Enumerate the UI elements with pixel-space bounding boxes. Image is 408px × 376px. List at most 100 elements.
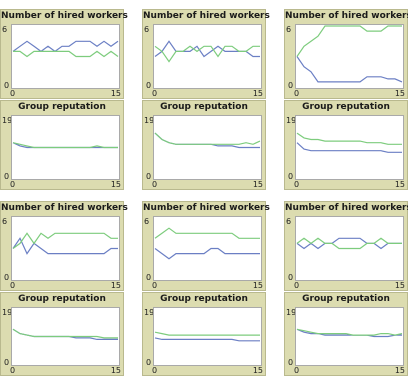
y-tick-label: 0	[146, 273, 152, 282]
plot-area	[153, 115, 262, 180]
plot-area	[295, 216, 404, 281]
plot-area	[153, 216, 262, 281]
line-plot	[154, 227, 260, 260]
series-line	[12, 328, 118, 339]
x-tick-label: 15	[252, 180, 263, 189]
series-line	[296, 142, 402, 153]
x-tick-label: 0	[10, 89, 16, 98]
y-tick-label: 0	[288, 358, 294, 367]
line-plot	[154, 40, 260, 63]
y-tick-label: 6	[2, 25, 8, 34]
y-tick-label: 0	[146, 172, 152, 181]
x-tick-label: 15	[110, 366, 121, 375]
x-tick-label: 15	[252, 281, 263, 290]
line-plot	[12, 328, 118, 340]
x-tick-label: 15	[110, 89, 121, 98]
x-tick-label: 15	[394, 89, 405, 98]
plot-area	[11, 24, 120, 89]
series-line	[12, 142, 118, 149]
series-line	[296, 237, 402, 250]
chart-title: Number of hired workers	[285, 11, 408, 21]
series-line	[154, 132, 261, 145]
line-plot	[12, 40, 119, 58]
plot-area	[11, 216, 120, 281]
line-plot	[154, 331, 260, 342]
series-line	[154, 40, 260, 58]
y-tick-label: 0	[4, 172, 10, 181]
series-line	[154, 45, 260, 63]
x-tick-label: 15	[110, 180, 121, 189]
chart-title: Group reputation	[160, 102, 248, 112]
x-tick-label: 15	[252, 366, 263, 375]
chart-title: Number of hired workers	[1, 11, 128, 21]
y-tick-label: 0	[288, 172, 294, 181]
chart-panel: Number of hired workers 6 0 0 15	[0, 9, 128, 99]
x-tick-label: 0	[294, 89, 300, 98]
y-tick-label: 0	[146, 81, 152, 90]
x-tick-label: 15	[394, 281, 405, 290]
y-tick-label: 6	[286, 217, 292, 226]
chart-panel: Number of hired workers 6 0 0 15	[142, 201, 270, 291]
chart-title: Group reputation	[18, 102, 106, 112]
chart-title: Group reputation	[302, 102, 390, 112]
series-line	[296, 56, 403, 83]
chart-title: Number of hired workers	[285, 203, 408, 213]
line-plot	[296, 237, 402, 250]
line-plot	[296, 132, 402, 153]
series-line	[154, 132, 260, 149]
chart-title: Number of hired workers	[143, 11, 270, 21]
chart-title: Group reputation	[302, 294, 390, 304]
x-tick-label: 0	[10, 180, 16, 189]
y-tick-label: 19	[286, 116, 297, 125]
plot-area	[295, 115, 404, 180]
series-line	[154, 337, 260, 342]
x-tick-label: 0	[294, 366, 300, 375]
series-line	[296, 237, 402, 250]
x-tick-label: 0	[10, 281, 16, 290]
chart-title: Group reputation	[160, 294, 248, 304]
chart-panel: Group reputation 19 0 0 15	[284, 100, 408, 190]
series-line	[12, 237, 118, 255]
line-plot	[12, 142, 118, 149]
x-tick-label: 0	[152, 281, 158, 290]
chart-title: Number of hired workers	[143, 203, 270, 213]
chart-title: Number of hired workers	[1, 203, 128, 213]
line-plot	[296, 328, 403, 338]
y-tick-label: 0	[4, 273, 10, 282]
x-tick-label: 15	[252, 89, 263, 98]
chart-title: Group reputation	[18, 294, 106, 304]
line-plot	[154, 132, 261, 149]
plot-area	[295, 307, 404, 366]
y-tick-label: 19	[2, 308, 13, 317]
x-tick-label: 15	[394, 366, 405, 375]
series-line	[296, 25, 402, 57]
chart-panel: Number of hired workers 6 0 0 15	[0, 201, 128, 291]
y-tick-label: 19	[144, 308, 155, 317]
chart-panel: Group reputation 19 0 0 15	[284, 292, 408, 376]
chart-panel: Group reputation 19 0 0 15	[0, 292, 124, 376]
x-tick-label: 0	[294, 180, 300, 189]
series-line	[154, 331, 260, 336]
plot-area	[11, 307, 120, 366]
chart-panel: Group reputation 19 0 0 15	[142, 100, 266, 190]
line-plot	[12, 232, 118, 255]
chart-panel: Group reputation 19 0 0 15	[0, 100, 124, 190]
series-line	[12, 232, 118, 249]
chart-panel: Number of hired workers 6 0 0 15	[284, 9, 408, 99]
chart-panel: Number of hired workers 6 0 0 15	[142, 9, 270, 99]
y-tick-label: 19	[286, 308, 297, 317]
y-tick-label: 6	[286, 25, 292, 34]
series-line	[296, 328, 402, 338]
x-tick-label: 0	[10, 366, 16, 375]
x-tick-label: 0	[152, 89, 158, 98]
series-line	[12, 40, 119, 53]
plot-area	[11, 115, 120, 180]
y-tick-label: 0	[288, 81, 294, 90]
series-line	[154, 247, 260, 260]
x-tick-label: 15	[394, 180, 405, 189]
series-line	[13, 50, 119, 58]
x-tick-label: 0	[294, 281, 300, 290]
plot-area	[153, 24, 262, 89]
plot-area	[295, 24, 404, 89]
